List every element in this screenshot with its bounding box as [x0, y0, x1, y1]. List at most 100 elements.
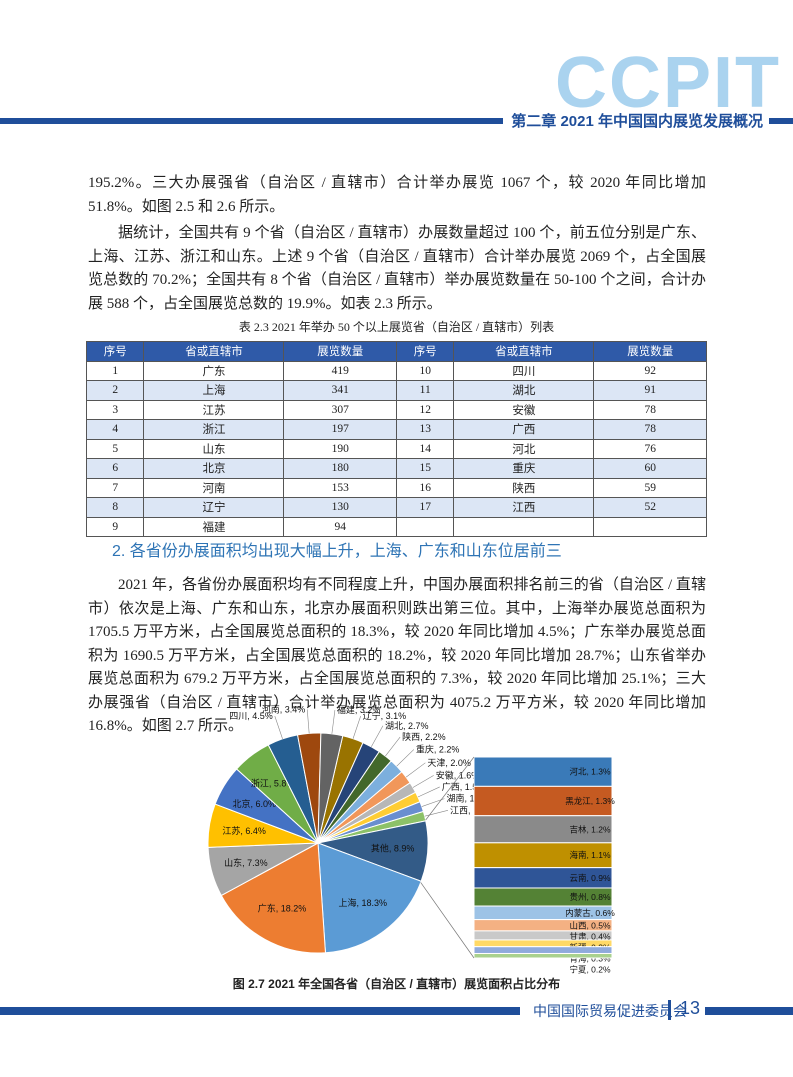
data-label: 陕西, 2.2%: [402, 731, 446, 742]
page-number: 13: [680, 998, 701, 1018]
section-heading: 2. 各省份办展面积均出现大幅上升，上海、广东和山东位居前三: [112, 543, 562, 560]
data-label: 上海, 18.3%: [339, 897, 388, 908]
data-label: 江苏, 6.4%: [222, 825, 266, 836]
breakdown-segment: [473, 756, 613, 787]
column-header: 序号: [85, 341, 145, 362]
table-cell: 广西: [453, 419, 595, 440]
data-label: 河北, 1.3%: [569, 767, 611, 777]
connector-line: [420, 882, 475, 959]
paragraph: 据统计，全国共有 9 个省（自治区 / 直辖市）办展数量超过 100 个，前五位…: [88, 225, 706, 312]
table-row: 4 浙江 197 13 广西 78: [85, 419, 707, 440]
data-label: 安徽, 1.6%: [436, 769, 480, 780]
paragraph: 195.2%。三大办展强省（自治区 / 直辖市）合计举办展览 1067 个，较 …: [88, 175, 706, 215]
column-header: 展览数量: [593, 341, 707, 362]
data-label: 山西, 0.5%: [569, 920, 611, 930]
table-row: 7 河南 153 16 陕西 59: [85, 477, 707, 498]
data-label: 海南, 1.1%: [569, 850, 611, 860]
data-label: 福建, 3.2%: [337, 704, 381, 715]
breakdown-segment: [473, 952, 613, 959]
table-cell: 52: [593, 497, 707, 518]
leader-line: [352, 715, 361, 739]
table-row: 6 北京 180 15 重庆 60: [85, 458, 707, 479]
logo: CCPIT: [555, 43, 781, 123]
chart-title: 图 2.7 2021 年全国各省（自治区 / 直辖市）展览面积占比分布: [232, 977, 561, 991]
chapter-title: 第二章 2021 年中国国内展览发展概况: [503, 110, 769, 131]
data-label: 山东, 7.3%: [224, 857, 268, 868]
data-label: 黑龙江, 1.3%: [565, 796, 615, 806]
footer-bar: [0, 1007, 520, 1015]
column-header: 序号: [395, 341, 455, 362]
table-cell: 辽宁: [143, 497, 285, 518]
table-cell: 安徽: [453, 399, 595, 420]
leader-line: [371, 725, 384, 747]
leader-line: [417, 786, 440, 798]
leader-line: [405, 762, 426, 778]
pie-slice: [317, 842, 422, 954]
leader-line: [306, 709, 310, 734]
data-label: 浙江, 5.8%: [251, 777, 295, 788]
table-cell: 197: [283, 419, 397, 440]
footer-bar: [705, 1007, 793, 1015]
table-row: 1 广东 419 10 四川 92: [85, 360, 707, 381]
data-label: 北京, 6.0%: [232, 798, 276, 809]
table-cell: 8: [85, 497, 145, 518]
footer-organization: 中国国际贸易促进委员会: [533, 1003, 687, 1019]
leader-line: [331, 710, 336, 734]
table-cell: 湖北: [453, 380, 595, 401]
data-label: 内蒙古, 0.6%: [565, 908, 615, 918]
table-cell: 341: [283, 380, 397, 401]
table-cell-empty: [453, 516, 595, 537]
table-cell: 陕西: [453, 477, 595, 498]
data-label: 河南, 3.4%: [262, 703, 306, 714]
connector-line: [425, 756, 475, 821]
table-cell: 福建: [143, 516, 285, 537]
table-body: 1 广东 419 10 四川 92 2 上海 341 11 湖北 91 3 江苏 307 12 安徽 78 4 浙江 1…: [85, 360, 707, 537]
data-label: 辽宁, 3.1%: [363, 710, 407, 721]
table-cell: 9: [85, 516, 145, 537]
data-label: 其他, 8.9%: [371, 843, 415, 854]
table-header: 序号 省或直辖市 展览数量 序号 省或直辖市 展览数量: [85, 341, 707, 362]
table-row: 5 山东 190 14 河北 76: [85, 438, 707, 459]
table-row: 9 福建 94: [85, 516, 707, 537]
data-label: 江西, 1.4%: [450, 805, 494, 815]
table-cell: 江西: [453, 497, 595, 518]
table-cell: 17: [395, 497, 455, 518]
data-label: 天津, 2.0%: [427, 758, 471, 768]
header-bar: [0, 118, 793, 124]
data-label: 湖南, 1.5%: [446, 793, 490, 804]
data-label: 重庆, 2.2%: [416, 743, 460, 754]
leader-line: [274, 716, 283, 739]
data-label: 广东, 18.2%: [258, 903, 307, 914]
data-label: 云南, 0.9%: [569, 873, 611, 883]
table-cell: 15: [395, 458, 455, 479]
footer-separator: [668, 1000, 671, 1020]
data-label: 四川, 4.5%: [229, 711, 273, 721]
leader-line: [385, 736, 401, 757]
table-cell: 190: [283, 438, 397, 459]
data-label: 吉林, 1.2%: [569, 824, 611, 834]
table-row: 2 上海 341 11 湖北 91: [85, 380, 707, 401]
table-cell: 北京: [143, 458, 285, 479]
data-label: 甘肃, 0.4%: [569, 931, 611, 941]
table-cell: 上海: [143, 380, 285, 401]
leader-line: [396, 749, 415, 767]
leader-line: [424, 810, 449, 817]
table-caption: 表 2.3 2021 年举办 50 个以上展览省（自治区 / 直辖市）列表: [238, 320, 555, 334]
table-cell-empty: [593, 516, 707, 537]
table-cell: 78: [593, 419, 707, 440]
pie-slice: [220, 842, 326, 954]
column-header: 省或直辖市: [143, 341, 285, 362]
table-cell: 2: [85, 380, 145, 401]
leader-line: [412, 775, 434, 788]
table: 序号 省或直辖市 展览数量 序号 省或直辖市 展览数量 1 广东 419 10 四川 92 2 上海 341…: [85, 341, 707, 537]
data-label: 贵州, 0.8%: [569, 892, 611, 902]
data-label: 湖北, 2.7%: [385, 721, 429, 731]
paragraph: 2021 年，各省份办展面积均有不同程度上升，中国办展面积排名前三的省（自治区 …: [88, 577, 706, 734]
data-label: 广西, 1.5%: [442, 781, 486, 792]
data-label: 宁夏, 0.2%: [569, 964, 611, 974]
table-cell-empty: [395, 516, 455, 537]
table-cell: 180: [283, 458, 397, 479]
table-cell: 重庆: [453, 458, 595, 479]
